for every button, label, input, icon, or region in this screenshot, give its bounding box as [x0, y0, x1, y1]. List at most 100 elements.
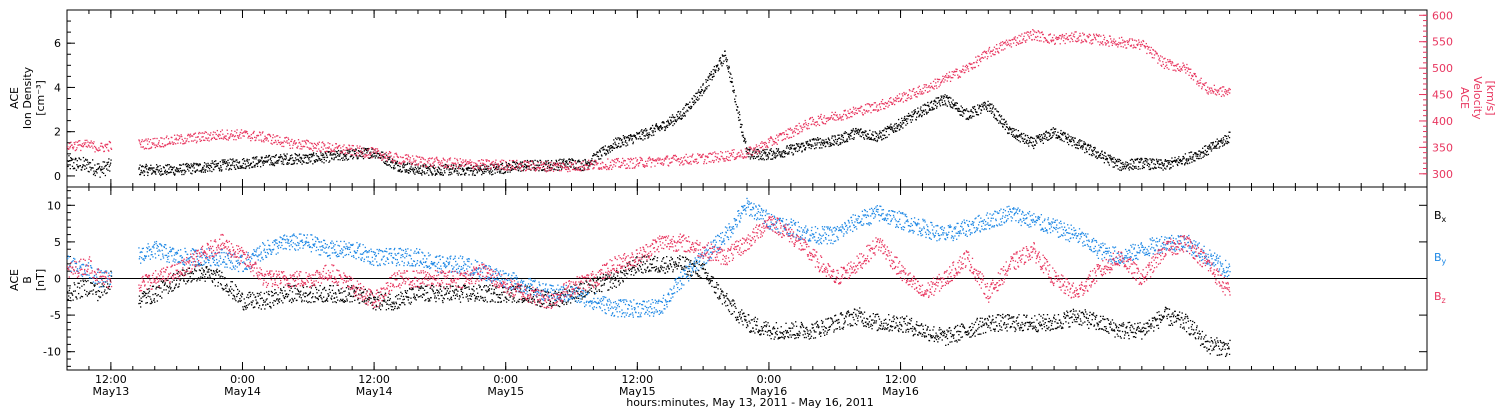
velocity-point [385, 151, 387, 154]
density-point [767, 158, 769, 160]
density-point [325, 160, 327, 162]
density-point [256, 156, 258, 158]
density-point [1093, 149, 1096, 151]
density-point [690, 105, 692, 108]
density-point [848, 133, 851, 135]
density-point [728, 65, 730, 68]
velocity-point [654, 159, 657, 161]
density-point [394, 167, 396, 169]
velocity-tick-label: 400 [1432, 115, 1453, 128]
density-point [1056, 134, 1058, 137]
velocity-point [521, 165, 523, 168]
velocity-point [782, 138, 784, 141]
density-point [89, 166, 91, 168]
density-point [1058, 136, 1060, 139]
density-point [1113, 166, 1116, 168]
density-point [780, 154, 783, 156]
velocity-point [1103, 38, 1105, 41]
velocity-point [566, 166, 568, 168]
velocity-point [342, 149, 345, 151]
velocity-point [1162, 61, 1164, 63]
velocity-point [263, 138, 266, 140]
density-point [1028, 145, 1030, 147]
velocity-point [205, 137, 207, 139]
density-point [783, 151, 785, 154]
velocity-point [302, 145, 305, 147]
velocity-point [105, 143, 107, 145]
density-point [886, 136, 888, 138]
velocity-point [593, 167, 595, 169]
density-point [609, 151, 611, 153]
velocity-point [476, 164, 478, 166]
velocity-point [281, 145, 283, 148]
density-point [956, 102, 959, 104]
velocity-point [252, 132, 254, 135]
velocity-point [992, 49, 994, 51]
density-point [396, 160, 398, 163]
density-point [717, 69, 719, 72]
velocity-point [591, 163, 593, 165]
velocity-point [349, 147, 351, 149]
density-point [215, 163, 217, 165]
density-point [919, 108, 922, 110]
density-point [385, 163, 387, 165]
density-point [1051, 128, 1053, 131]
density-point [1200, 157, 1202, 160]
velocity-point [173, 134, 176, 136]
velocity-point [923, 92, 925, 94]
velocity-point [904, 99, 907, 102]
density-point [279, 156, 281, 159]
density-point [1087, 144, 1090, 147]
velocity-point [108, 150, 110, 152]
density-point [673, 123, 676, 125]
velocity-point [929, 90, 931, 92]
density-point [836, 138, 839, 141]
velocity-point [789, 136, 791, 139]
density-point [471, 169, 473, 172]
density-point [1187, 159, 1190, 162]
velocity-point [266, 137, 268, 139]
density-point [805, 146, 807, 149]
velocity-point [595, 159, 597, 162]
velocity-point [798, 122, 800, 125]
density-point [1038, 137, 1040, 139]
density-point [912, 115, 914, 118]
density-point [287, 163, 289, 166]
density-point [556, 166, 558, 168]
velocity-point [1163, 67, 1166, 70]
density-point [468, 174, 470, 176]
velocity-point [156, 145, 159, 148]
density-point [916, 112, 919, 115]
density-point [1082, 146, 1084, 148]
velocity-point [1049, 33, 1052, 35]
velocity-point [536, 166, 539, 169]
density-point [803, 144, 805, 147]
velocity-point [154, 137, 156, 140]
velocity-point [738, 151, 740, 154]
velocity-point [354, 149, 356, 152]
velocity-point [740, 149, 742, 151]
velocity-point [623, 159, 625, 162]
density-point [1103, 162, 1106, 164]
density-point [448, 174, 450, 176]
density-point [470, 167, 473, 170]
velocity-point [685, 153, 687, 156]
density-point [306, 162, 308, 164]
density-point [1107, 162, 1110, 164]
velocity-point [499, 168, 501, 170]
velocity-point [153, 144, 155, 146]
velocity-point [426, 165, 428, 168]
density-point [811, 139, 814, 141]
velocity-point [510, 167, 512, 170]
velocity-point [1114, 40, 1117, 42]
density-point [926, 104, 929, 107]
density-point [243, 167, 245, 169]
density-point [191, 173, 193, 175]
velocity-point [190, 140, 193, 142]
density-point [476, 171, 479, 173]
velocity-point [567, 170, 569, 173]
velocity-point [923, 84, 925, 86]
density-point [205, 163, 207, 165]
density-point [140, 172, 142, 174]
density-point [1214, 147, 1216, 149]
